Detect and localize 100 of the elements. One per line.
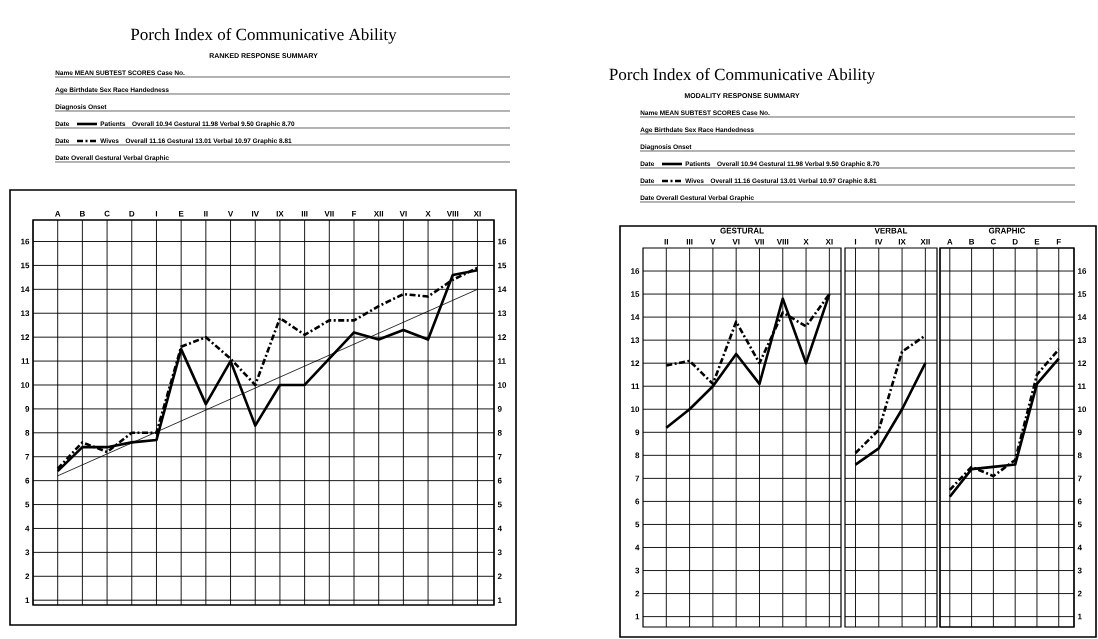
y-tick-label: 5 — [25, 501, 30, 508]
y2-tick-label: 10 — [498, 382, 507, 388]
y-tick-label: 13 — [21, 310, 30, 317]
x-tick-label: VIII — [446, 210, 459, 217]
x-tick-label: E — [1034, 238, 1040, 245]
y2-tick-label: 14 — [1078, 314, 1087, 320]
y-tick-label: 11 — [21, 358, 30, 364]
x-axis-title: GRAPHIC — [988, 227, 1026, 234]
y2-tick-label: 13 — [1078, 337, 1087, 343]
y-tick-label: 7 — [25, 453, 30, 460]
x-tick-label: IV — [251, 210, 259, 217]
x-tick-label: XII — [920, 238, 930, 245]
y2-tick-label: 5 — [1077, 521, 1082, 528]
x-tick-label: XI — [825, 238, 833, 245]
x-tick-label: A — [947, 238, 953, 245]
y-tick-label: 10 — [21, 382, 30, 388]
y2-tick-label: 11 — [1078, 383, 1086, 389]
y-tick-label: 11 — [631, 383, 640, 389]
x-tick-label: A — [55, 210, 61, 217]
y-tick-label: 3 — [635, 567, 640, 574]
x-tick-label: III — [686, 238, 693, 245]
x-tick-label: IX — [898, 238, 906, 245]
y-tick-label: 9 — [635, 429, 640, 436]
y-tick-label: 7 — [635, 475, 640, 482]
x-tick-label: VII — [324, 210, 334, 217]
x-tick-label: C — [104, 210, 110, 217]
y2-tick-label: 2 — [497, 573, 502, 580]
x-tick-label: VI — [399, 210, 407, 217]
y-tick-label: 8 — [25, 429, 30, 436]
x-tick-label: F — [1056, 238, 1061, 245]
y2-tick-label: 1 — [498, 597, 502, 603]
x-tick-label: I — [854, 238, 857, 245]
x-tick-label: VI — [732, 238, 740, 245]
x-tick-label: VII — [754, 238, 764, 245]
y2-tick-label: 7 — [497, 453, 502, 460]
y-tick-label: 1 — [25, 597, 30, 603]
y-tick-label: 16 — [21, 238, 30, 245]
x-tick-label: X — [803, 238, 809, 245]
y2-tick-label: 3 — [497, 549, 502, 556]
x-tick-label: III — [301, 210, 308, 217]
y2-tick-label: 2 — [1077, 590, 1082, 597]
x-tick-label: II — [204, 210, 208, 217]
x-tick-label: IX — [276, 210, 284, 217]
y-tick-label: 3 — [25, 549, 30, 556]
x-tick-label: D — [1012, 238, 1018, 245]
x-tick-label: IV — [875, 238, 883, 245]
y-tick-label: 12 — [21, 334, 30, 340]
y2-tick-label: 4 — [497, 525, 502, 532]
y2-tick-label: 16 — [1078, 268, 1087, 274]
y-tick-label: 10 — [631, 406, 640, 413]
x-tick-label: F — [352, 210, 357, 217]
y-tick-label: 14 — [631, 314, 640, 320]
y-tick-label: 8 — [635, 452, 640, 459]
x-tick-label: V — [227, 210, 234, 217]
x-tick-label: VIII — [776, 238, 789, 245]
x-tick-label: I — [155, 210, 158, 217]
x-tick-label: E — [179, 210, 184, 217]
y2-tick-label: 13 — [498, 310, 507, 317]
y-tick-label: 13 — [631, 337, 640, 343]
y2-tick-label: 12 — [1078, 360, 1087, 366]
x-axis-title: VERBAL — [874, 227, 908, 234]
y-tick-label: 16 — [631, 268, 640, 274]
y-tick-label: 2 — [25, 573, 30, 580]
y-tick-label: 6 — [635, 498, 640, 505]
y-tick-label: 14 — [21, 286, 30, 293]
x-tick-label: XI — [473, 210, 481, 217]
y2-tick-label: 1 — [1078, 613, 1082, 620]
y-tick-label: 12 — [631, 360, 640, 366]
y-tick-label: 15 — [21, 262, 30, 269]
y-tick-label: 5 — [635, 521, 640, 528]
x-tick-label: D — [129, 210, 135, 217]
x-tick-label: II — [664, 238, 668, 245]
x-tick-label: C — [990, 238, 997, 245]
y-tick-label: 2 — [635, 590, 640, 597]
y-tick-label: 9 — [25, 406, 30, 412]
y2-tick-label: 3 — [1077, 567, 1082, 574]
y2-tick-label: 15 — [498, 262, 507, 269]
y2-tick-label: 5 — [497, 501, 502, 508]
y2-tick-label: 11 — [498, 358, 506, 364]
y2-tick-label: 12 — [498, 334, 507, 340]
chart-title: Porch Index of Communicative Ability — [130, 28, 397, 44]
y2-tick-label: 9 — [1077, 429, 1082, 436]
x-tick-label: V — [710, 238, 716, 245]
y2-tick-label: 10 — [1078, 406, 1087, 413]
y-tick-label: 1 — [635, 613, 640, 620]
y-tick-label: 4 — [635, 544, 640, 551]
x-tick-label: B — [80, 210, 85, 217]
x-tick-label: B — [969, 238, 975, 245]
y2-tick-label: 14 — [498, 286, 507, 293]
x-tick-label: XII — [373, 210, 384, 217]
y2-tick-label: 8 — [1077, 452, 1082, 459]
y2-tick-label: 16 — [498, 238, 507, 245]
x-tick-label: X — [425, 210, 431, 217]
y2-tick-label: 4 — [1077, 544, 1082, 551]
y-tick-label: 6 — [25, 477, 30, 484]
y2-tick-label: 15 — [1078, 291, 1087, 297]
y-tick-label: 4 — [25, 525, 30, 532]
y-tick-label: 15 — [631, 291, 640, 297]
y2-tick-label: 7 — [1077, 475, 1082, 482]
chart-title: Porch Index of Communicative Ability — [609, 68, 876, 84]
